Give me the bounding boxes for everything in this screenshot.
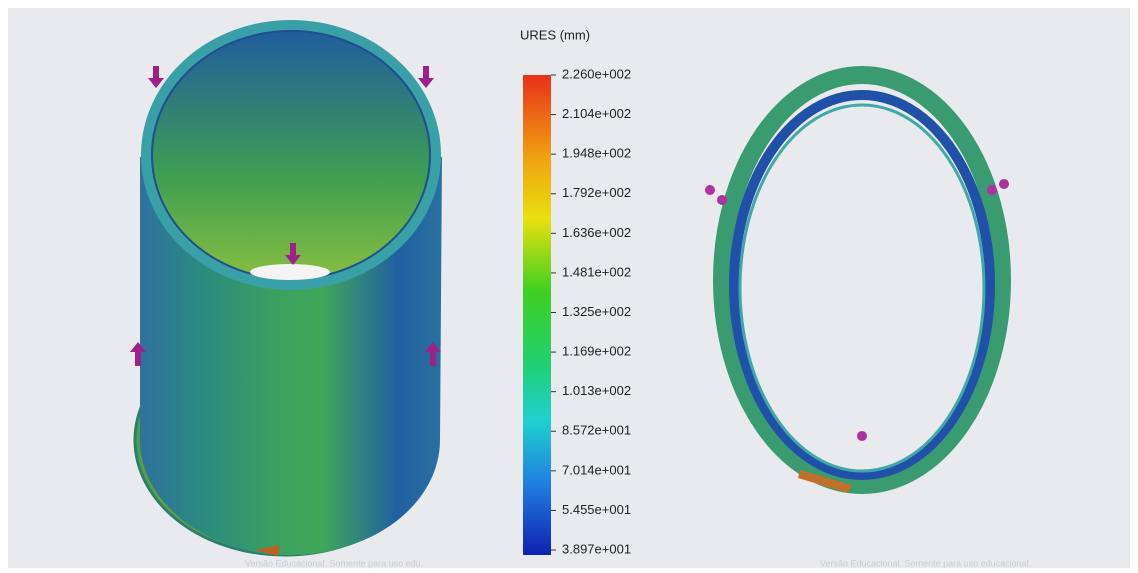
legend-label: 1.325e+002 <box>562 304 631 319</box>
legend-label: 1.013e+002 <box>562 383 631 398</box>
cylinder-model <box>135 25 442 556</box>
legend-label: 1.792e+002 <box>562 185 631 200</box>
legend-title: URES (mm) <box>520 27 590 42</box>
legend-label: 3.897e+001 <box>562 541 631 556</box>
page: {"legend": {"title": "URES (mm)", "label… <box>0 0 1138 573</box>
viewport: URES (mm) 2.260e+002 2.104e+002 1.948e+002… <box>0 0 1138 573</box>
legend-label: 1.948e+002 <box>562 146 631 161</box>
color-bar <box>523 75 551 555</box>
legend-label: 5.455e+001 <box>562 502 631 517</box>
watermark: Versão Educacional. Somente para uso edu… <box>245 558 423 568</box>
legend-label: 2.260e+002 <box>562 66 631 81</box>
legend-label: 2.104e+002 <box>562 106 631 121</box>
legend-label: 8.572e+001 <box>562 423 631 438</box>
legend-label: 1.481e+002 <box>562 264 631 279</box>
legend-label: 1.169e+002 <box>562 344 631 359</box>
legend-label: 1.636e+002 <box>562 225 631 240</box>
legend-label: 7.014e+001 <box>562 462 631 477</box>
watermark: Versão Educacional. Somente para uso edu… <box>820 558 1031 568</box>
